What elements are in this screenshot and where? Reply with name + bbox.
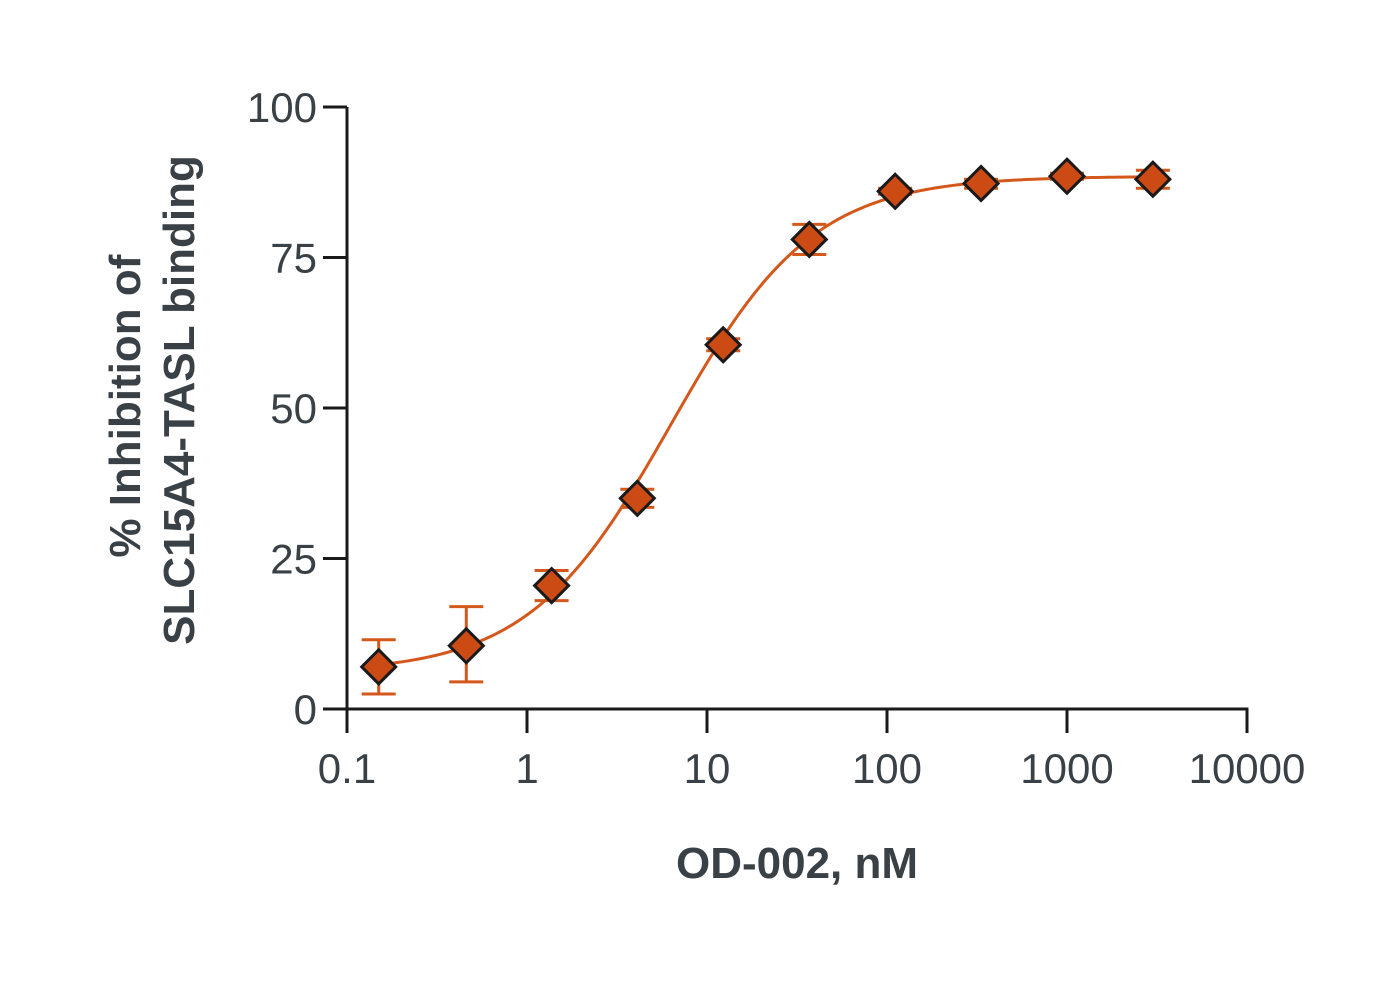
fit-curve <box>378 175 1153 667</box>
data-point-diamond <box>359 647 398 686</box>
data-point-diamond <box>447 626 486 665</box>
fit-curve-layer <box>378 175 1153 667</box>
data-point-diamond <box>790 220 829 259</box>
x-tick-label: 100 <box>852 745 922 792</box>
y-tick-label: 25 <box>270 536 317 583</box>
y-tick-label: 50 <box>270 385 317 432</box>
x-tick-label: 1000 <box>1020 745 1113 792</box>
y-tick-label: 75 <box>270 235 317 282</box>
x-tick-label: 0.1 <box>318 745 376 792</box>
data-point-diamond <box>1133 160 1173 199</box>
data-point-diamond <box>532 566 571 605</box>
y-axis-title-line-2: SLC15A4-TASL binding <box>155 155 204 645</box>
data-point-diamond <box>1047 157 1087 196</box>
error-bars-layer <box>361 168 1170 696</box>
data-points-layer <box>359 157 1173 686</box>
y-tick-label: 0 <box>294 686 317 733</box>
x-tick-label: 1 <box>515 745 538 792</box>
data-point-diamond <box>704 325 743 364</box>
x-axis-title: OD-002, nM <box>676 839 918 888</box>
data-point-diamond <box>961 164 1001 203</box>
x-tick-label: 10 <box>684 745 731 792</box>
y-axis-title: % Inhibition of SLC15A4-TASL binding <box>101 155 204 645</box>
x-tick-label: 10000 <box>1189 745 1306 792</box>
data-point-diamond <box>876 172 915 211</box>
axes: 0 25 50 75 100 0.1 1 10 100 1000 10000 <box>247 84 1305 792</box>
data-point-diamond <box>618 479 657 518</box>
y-axis-title-line-1: % Inhibition of <box>101 254 150 557</box>
y-tick-label: 100 <box>247 84 317 131</box>
